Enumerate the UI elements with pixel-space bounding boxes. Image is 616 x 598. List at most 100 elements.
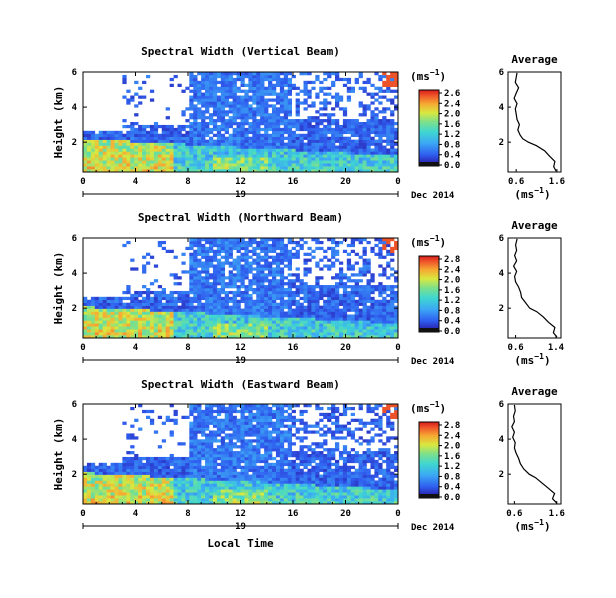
heatmap-cell [323,163,328,167]
chart-title: Spectral Width (Northward Beam) [138,211,343,224]
heatmap-cell [212,332,218,336]
heatmap-cell [134,486,139,490]
heatmap-cell [146,160,151,164]
heatmap-cell [102,299,107,303]
heatmap-cell [244,404,249,408]
heatmap-cell [134,323,139,327]
heatmap-cell [177,332,182,336]
heatmap-cell [295,124,300,129]
heatmap-cell [382,329,387,333]
heatmap-cell [358,302,363,306]
heatmap-cell [390,273,395,277]
heatmap-cell [327,267,332,271]
heatmap-cell [209,285,214,289]
heatmap-cell [248,72,253,76]
heatmap-cell [126,288,131,292]
heatmap-cell [122,329,127,333]
heatmap-cell [264,264,269,268]
heatmap-cell [90,139,96,143]
heatmap-cell [370,166,375,170]
heatmap-cell [382,130,387,135]
heatmap-cell [362,136,367,140]
heatmap-cell [382,151,387,155]
heatmap-cell [252,279,257,283]
heatmap-cell [248,83,253,87]
heatmap-cell [146,474,151,478]
heatmap-cell [118,145,123,149]
heatmap-cell [378,119,383,123]
heatmap-cell [209,98,214,102]
heatmap-cell [366,166,371,170]
heatmap-cell [244,288,249,292]
heatmap-cell [240,433,245,437]
heatmap-cell [106,468,111,472]
heatmap-cell [224,80,229,85]
heatmap-cell [224,243,229,248]
heatmap-cell [228,486,233,490]
heatmap-cell [232,243,237,248]
heatmap-cell [130,142,135,146]
heatmap-cell [153,471,159,475]
heatmap-cell [173,290,178,295]
heatmap-cell [142,311,147,315]
heatmap-cell [201,465,206,469]
heatmap-cell [220,154,226,158]
heatmap-cell [212,243,218,248]
heatmap-cell [378,252,383,256]
heatmap-cell [311,335,316,339]
heatmap-cell [366,163,371,167]
heatmap-cell [114,130,119,135]
heatmap-cell [272,110,277,114]
heatmap-cell [252,154,257,158]
heatmap-cell [295,249,300,253]
heatmap-cell [358,148,363,152]
heatmap-cell [283,136,289,140]
heatmap-cell [165,299,170,303]
heatmap-cell [110,166,115,170]
heatmap-cell [362,249,367,253]
heatmap-cell [216,282,222,286]
heatmap-cell [275,258,281,262]
heatmap-cell [110,299,115,303]
heatmap-cell [149,332,155,336]
heatmap-cell [358,124,363,129]
heatmap-cell [362,288,367,292]
heatmap-cell [118,130,123,135]
heatmap-cell [350,267,355,271]
heatmap-cell [303,326,308,330]
heatmap-cell [232,264,237,268]
heatmap-cell [291,133,296,137]
heatmap-cell [130,305,135,309]
heatmap-cell [193,323,198,327]
heatmap-cell [378,240,383,245]
heatmap-cell [149,89,155,93]
heatmap-cell [315,142,320,146]
average-x-label-exp: −1 [534,186,544,195]
heatmap-cell [386,148,391,152]
heatmap-cell [370,95,375,99]
heatmap-cell [193,465,198,469]
heatmap-cell [216,273,222,277]
heatmap-cell [149,151,155,155]
heatmap-cell [303,329,308,333]
heatmap-cell [181,326,186,330]
heatmap-cell [394,122,399,126]
heatmap-cell [138,326,143,330]
heatmap-cell [216,157,222,161]
heatmap-cell [256,454,261,458]
heatmap-cell [134,130,139,135]
heatmap-cell [224,495,229,499]
heatmap-cell [212,249,218,253]
heatmap-cell [240,404,245,408]
heatmap-cell [335,296,340,301]
heatmap-cell [209,72,214,76]
heatmap-cell [378,160,383,164]
heatmap-cell [98,323,103,327]
heatmap-cell [244,299,249,303]
heatmap-cell [161,130,166,135]
heatmap-cell [390,290,395,295]
heatmap-cell [252,240,257,245]
heatmap-cell [102,130,107,135]
heatmap-cell [201,86,206,90]
heatmap-cell [319,288,324,292]
